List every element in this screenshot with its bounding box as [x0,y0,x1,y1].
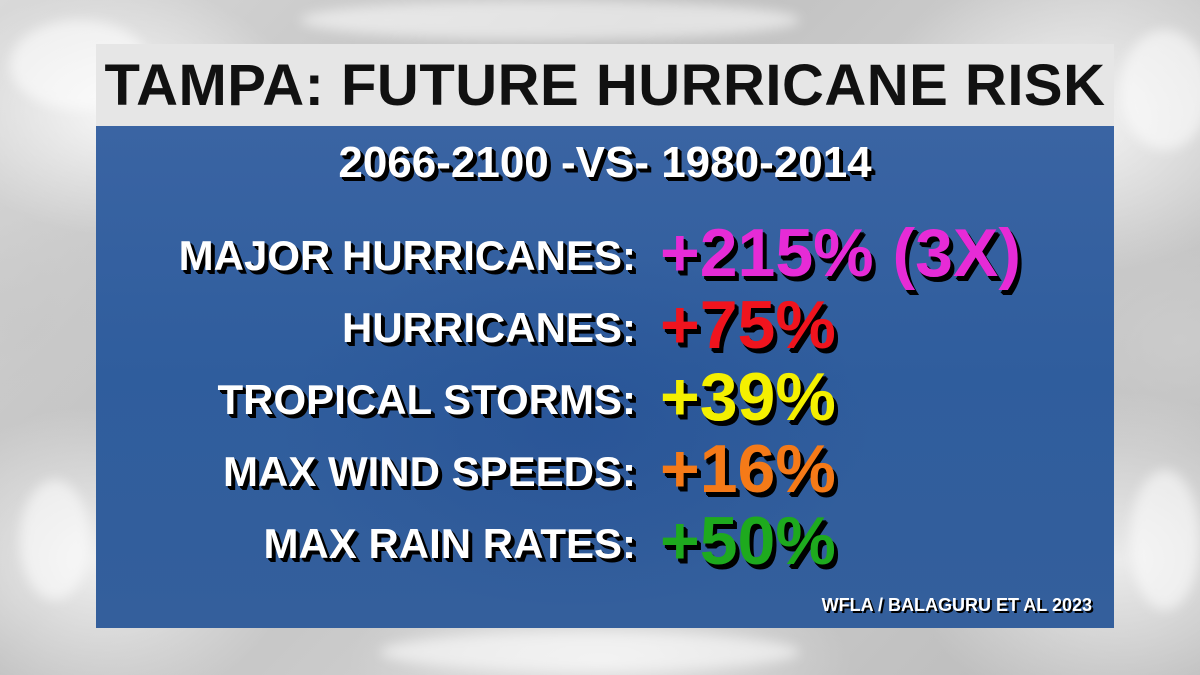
stat-label: HURRICANES: [342,304,636,351]
stat-row-max-rain-rates: MAX RAIN RATES: +50% [96,502,1114,580]
stat-row-hurricanes: HURRICANES: +75% [96,286,1114,364]
stat-label: MAX WIND SPEEDS: [222,448,636,495]
stat-label: MAX RAIN RATES: [263,520,636,567]
stats-panel: 2066-2100 -VS- 1980-2014 MAJOR HURRICANE… [96,126,1114,628]
stat-value: +215% (3X) [660,215,1021,291]
cloud-texture [1120,30,1200,150]
stat-value: +75% [660,287,836,363]
graphic-title: TAMPA: FUTURE HURRICANE RISK [104,52,1106,118]
stat-label: MAJOR HURRICANES: [178,232,636,279]
cloud-texture [300,0,800,40]
stat-row-major-hurricanes: MAJOR HURRICANES: +215% (3X) [96,214,1114,292]
stat-value: +16% [660,431,836,507]
cloud-texture [1130,470,1200,610]
stat-value: +39% [660,359,836,435]
stat-row-tropical-storms: TROPICAL STORMS: +39% [96,358,1114,436]
stat-row-max-wind-speeds: MAX WIND SPEEDS: +16% [96,430,1114,508]
title-bar: TAMPA: FUTURE HURRICANE RISK [96,44,1114,126]
source-credit: WFLA / BALAGURU ET AL 2023 [821,595,1092,615]
cloud-texture [380,632,800,672]
cloud-texture [20,480,90,600]
stat-label: TROPICAL STORMS: [217,376,636,423]
stat-value: +50% [660,503,836,579]
period-comparison: 2066-2100 -VS- 1980-2014 [338,138,872,187]
